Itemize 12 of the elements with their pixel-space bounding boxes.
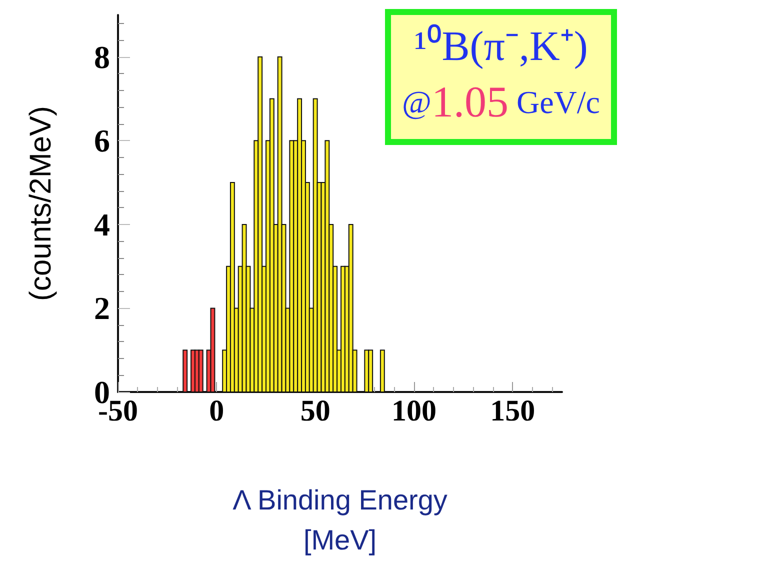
y-tick-label: 4	[94, 206, 110, 242]
x-tick-label: 100	[392, 394, 436, 428]
text: @1.05 GeV/c	[402, 78, 600, 126]
y-axis-title: (counts/2MeV)	[24, 106, 58, 302]
x-axis-title: Λ Binding Energy [MeV]	[232, 484, 448, 556]
x-tick-label: 0	[209, 394, 224, 428]
x-tick-label: 50	[300, 394, 330, 428]
y-tick-label: 8	[94, 38, 110, 75]
y-tick-label: 2	[94, 290, 110, 326]
y-tick-label: 6	[94, 122, 110, 159]
x-tick-label: 150	[490, 394, 536, 428]
chart-title: ¹⁰B(π⁻,K⁺)	[414, 24, 588, 70]
